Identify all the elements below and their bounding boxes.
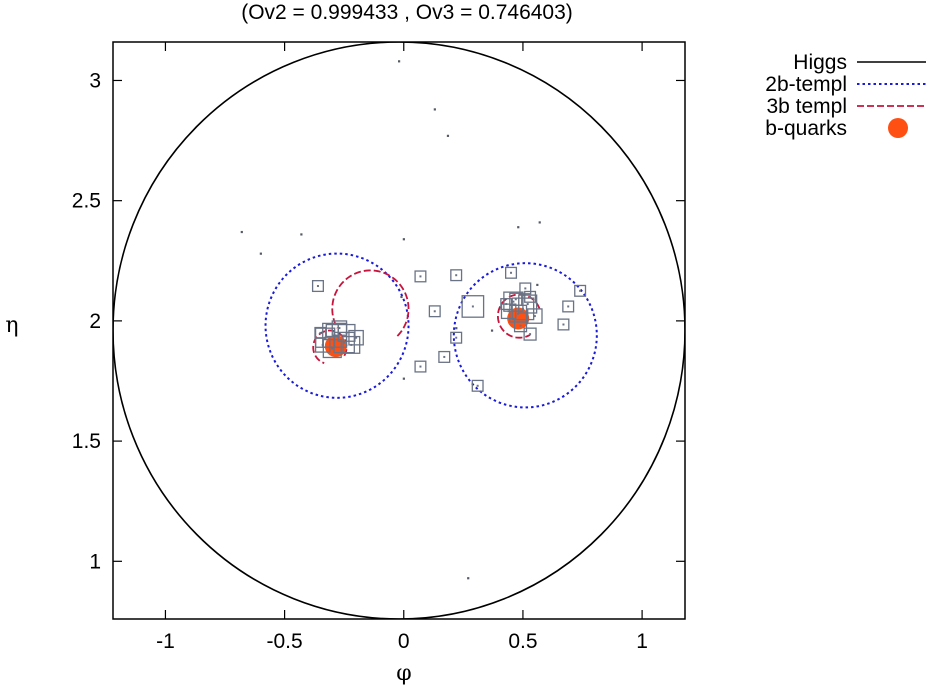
particle-dot (538, 221, 541, 224)
particle-square-dot (562, 323, 565, 326)
legend-label: Higgs (793, 51, 847, 74)
particle-square (311, 280, 324, 293)
particle-square-dot (505, 303, 508, 306)
particle-dot (455, 327, 458, 330)
y-tick-label: 1.5 (72, 430, 101, 453)
particle-square-dot (455, 274, 458, 277)
particle-square (450, 331, 463, 344)
particle-dot (536, 283, 539, 287)
x-tick-label: 0 (398, 630, 410, 653)
particle-dot (400, 295, 403, 299)
particle-square (414, 360, 427, 373)
particle-square (500, 298, 513, 311)
particle-square (314, 326, 327, 339)
particle-square-dot (476, 384, 479, 387)
particle-square-dot (579, 289, 582, 292)
higgs-circle (113, 42, 685, 619)
particle-square-dot (517, 312, 520, 315)
particle-square (574, 284, 587, 297)
particle-square-dot (514, 298, 517, 301)
particle-dot (446, 134, 450, 137)
particle-square-dot (338, 327, 341, 330)
particle-square-dot (507, 310, 510, 313)
particle-square-dot (521, 307, 524, 310)
particle-square (505, 266, 518, 279)
particle-square (414, 270, 427, 283)
particle-dot (467, 577, 470, 580)
particle-square-dot (355, 336, 358, 339)
particle-dot (490, 329, 494, 332)
particle-square (331, 320, 348, 336)
three-b-template-arc-3 (497, 293, 541, 339)
particle-square-dot (331, 347, 334, 350)
particle-dot (240, 230, 243, 234)
x-tick-label: -0.5 (267, 630, 303, 653)
particle-square (524, 290, 537, 303)
y-axis-label: η (5, 313, 18, 338)
x-tick-label: 1 (636, 630, 648, 653)
particle-dot (402, 377, 405, 380)
particle-square (322, 338, 342, 359)
axis-ticks: -1 -0.5 0 0.5 1 1 1.5 2 2.5 3 (72, 42, 685, 653)
particle-dot (402, 238, 405, 241)
particle-square-dot (343, 341, 346, 344)
particle-square (471, 379, 484, 392)
particle-square (450, 269, 463, 282)
particle-square-dot (455, 336, 458, 339)
particle-square-dot (471, 305, 474, 308)
particle-square (562, 300, 575, 313)
particle-square-dot (331, 329, 334, 332)
two-b-template-circle-2 (452, 262, 598, 409)
particle-square (557, 318, 570, 331)
particle-dot (259, 252, 262, 255)
particle-dot (517, 226, 520, 229)
particle-square-dot (443, 355, 446, 358)
legend-label: 2b-templ (765, 73, 847, 96)
particle-square-dot (510, 271, 513, 274)
particle-square (503, 291, 524, 312)
particle-square-dot (519, 324, 522, 327)
particle-square-dot (321, 343, 324, 346)
y-tick-label: 1 (89, 550, 101, 573)
x-tick-label: -1 (156, 630, 175, 653)
legend-label: b-quarks (765, 117, 847, 140)
y-tick-label: 2.5 (72, 190, 101, 213)
particle-square-dot (533, 315, 536, 318)
particle-square (500, 303, 517, 320)
y-tick-label: 2 (89, 310, 101, 333)
plot-frame (112, 41, 686, 620)
particle-square-dot (433, 310, 436, 313)
legend-label: 3b templ (766, 95, 847, 118)
particle-square (428, 305, 441, 318)
particle-square (438, 350, 451, 363)
particle-dot (300, 233, 303, 236)
particle-square-dot (319, 331, 322, 334)
particle-square (523, 327, 537, 341)
particle-square-dot (316, 285, 319, 288)
particle-square (461, 295, 485, 318)
legend-swatch-b-quarks (888, 118, 908, 138)
particle-dot (433, 108, 436, 111)
particle-square (513, 319, 528, 333)
x-tick-label: 0.5 (508, 630, 537, 653)
three-b-template-arc-1 (331, 269, 410, 337)
particle-square-dot (512, 300, 515, 303)
particle-dot (398, 60, 401, 63)
particle-square-dot (529, 333, 532, 336)
y-tick-label: 3 (89, 69, 101, 92)
particle-square-dot (529, 295, 532, 298)
x-axis-label: φ (396, 661, 411, 686)
particle-square-dot (419, 365, 422, 368)
particle-square-dot (524, 287, 527, 290)
two-b-template-circle-1 (264, 252, 410, 399)
plot-area (113, 42, 685, 619)
chart-title: (Ov2 = 0.999433 , Ov3 = 0.746403) (241, 1, 573, 24)
particle-square-dot (567, 305, 570, 308)
particle-square-dot (419, 275, 422, 278)
particle-square (527, 308, 543, 324)
particle-square-dot (526, 303, 529, 306)
particle-square (348, 329, 364, 346)
